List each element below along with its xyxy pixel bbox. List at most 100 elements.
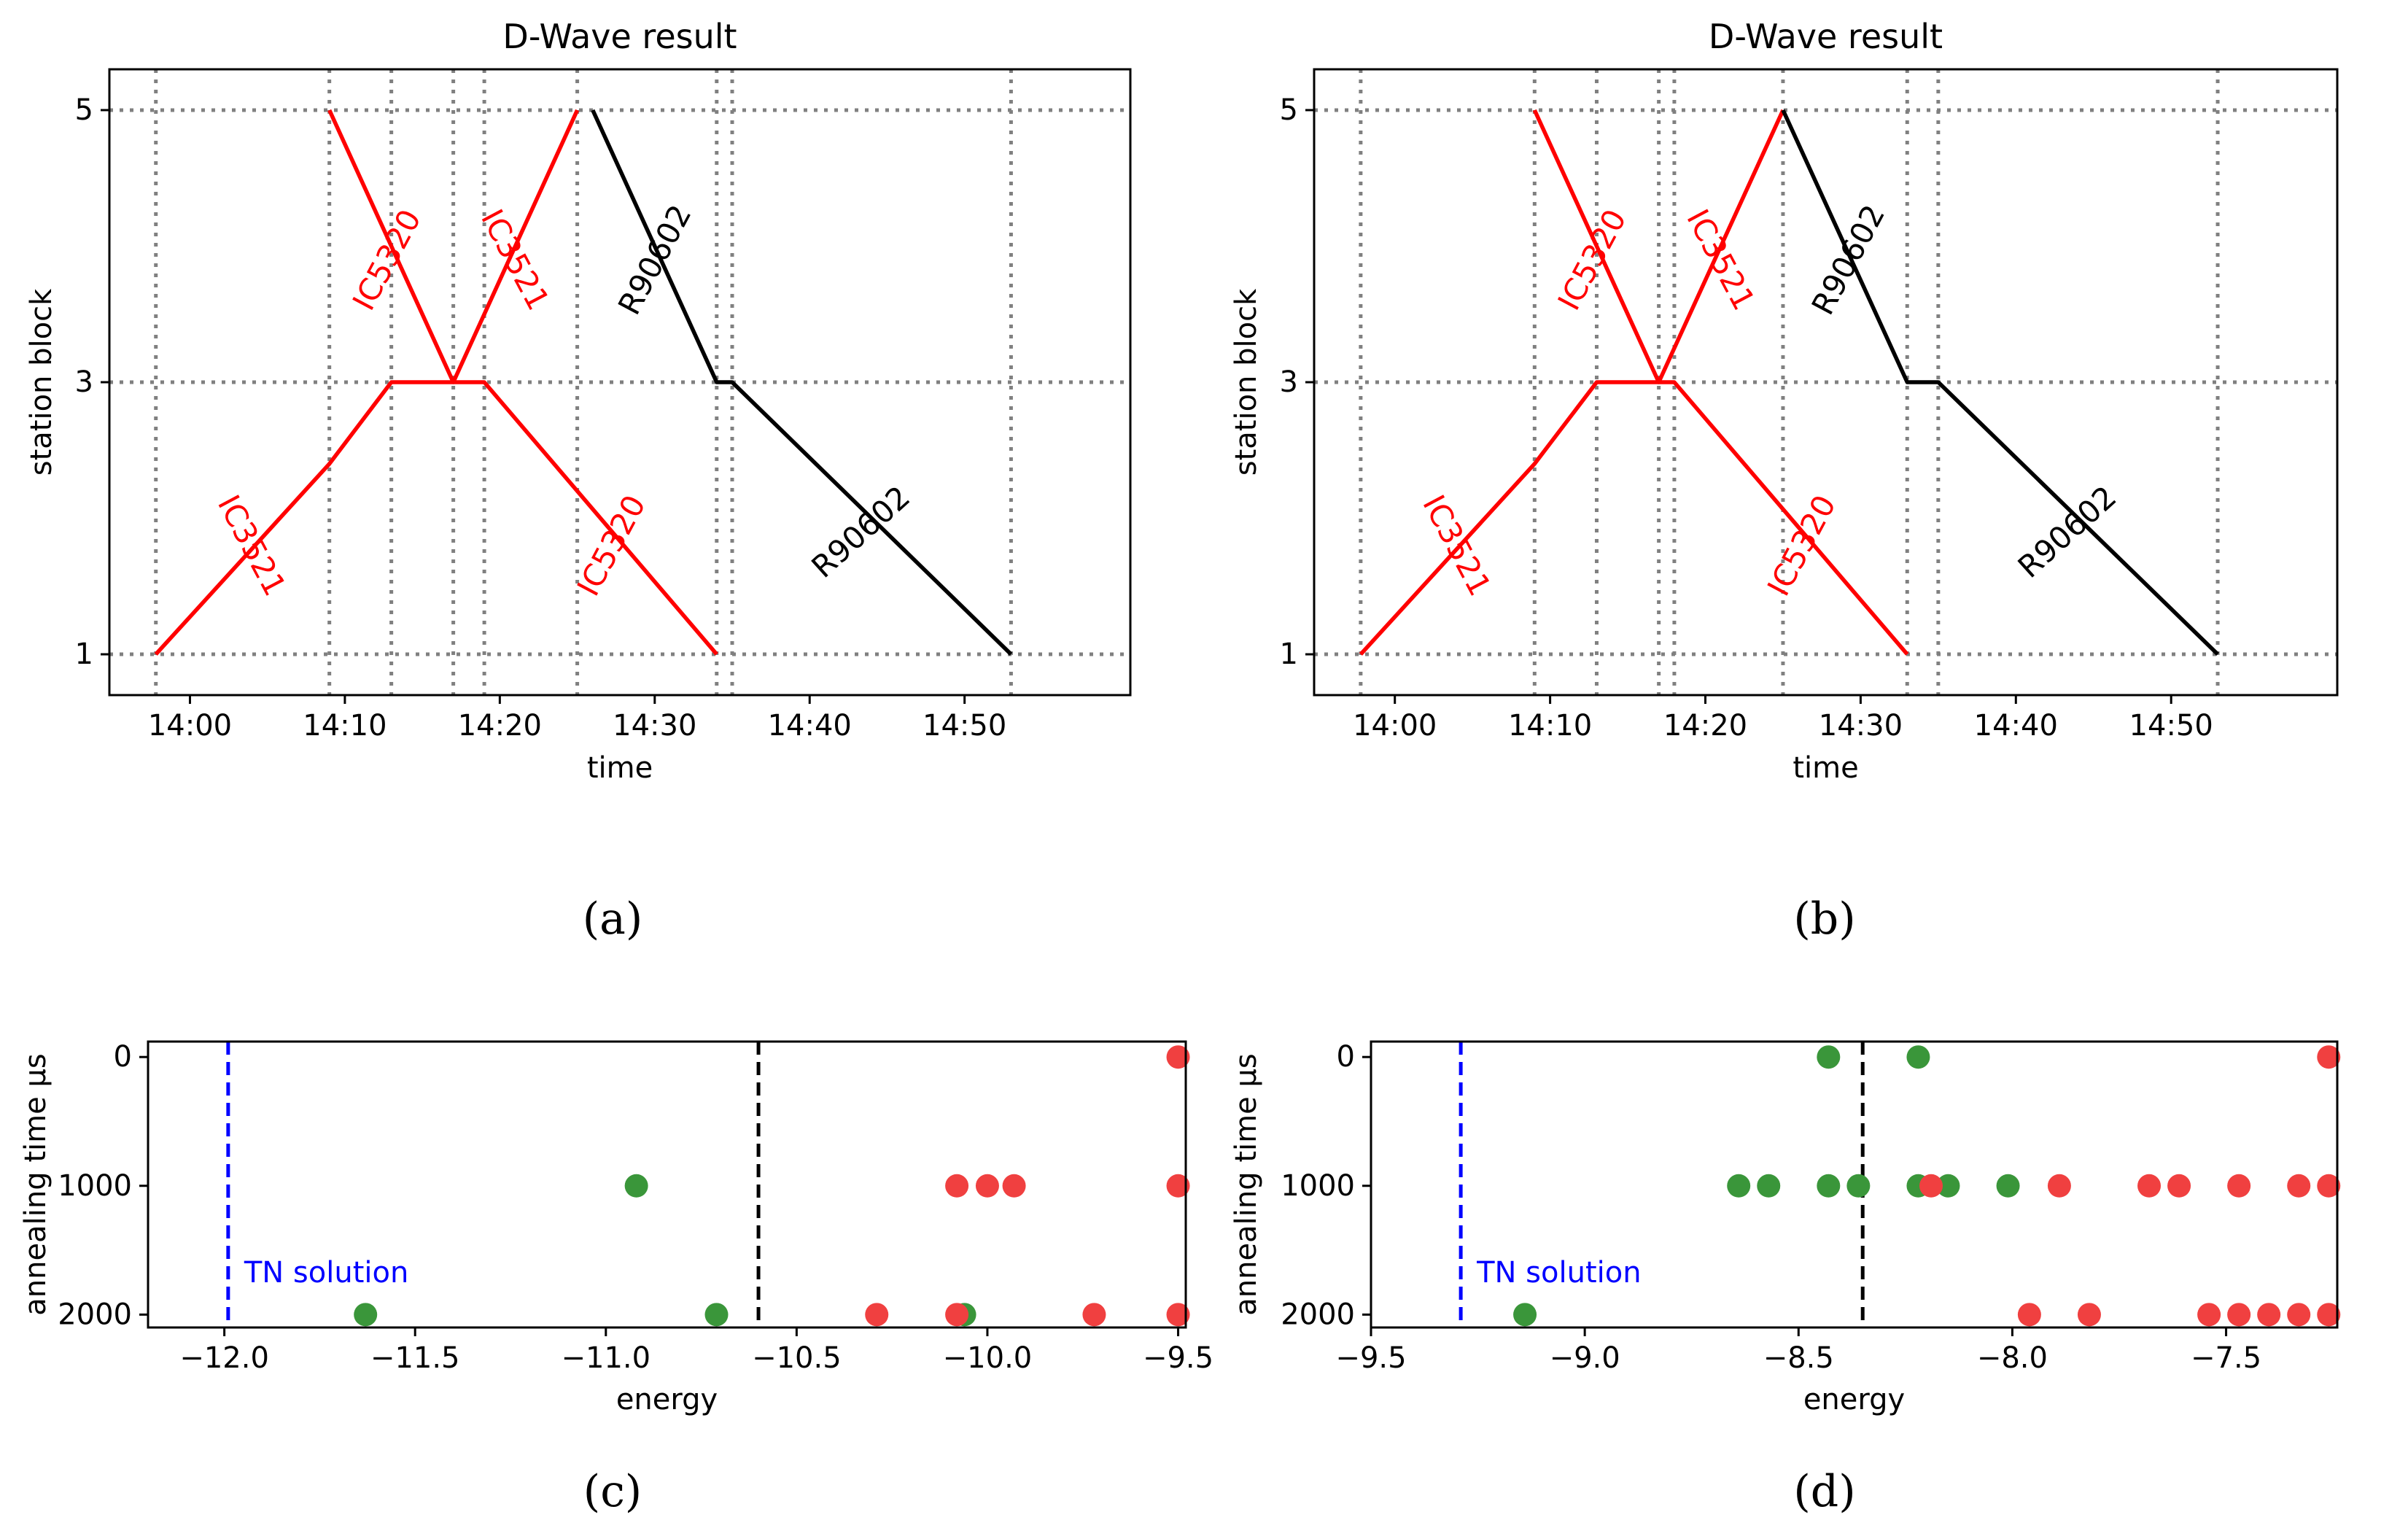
point-green — [1936, 1174, 1960, 1198]
y-tick-label: 1 — [75, 637, 93, 671]
point-red — [1166, 1174, 1190, 1198]
point-red — [2287, 1174, 2311, 1198]
x-tick-label: 14:50 — [923, 709, 1006, 743]
point-red — [2197, 1303, 2221, 1327]
x-tick-label: 14:10 — [303, 709, 387, 743]
train-path-ic3521 — [1359, 109, 1785, 656]
x-tick-label: −8.5 — [1763, 1341, 1834, 1375]
point-green — [1906, 1045, 1930, 1069]
x-tick-label: −8.0 — [1977, 1341, 2048, 1375]
x-tick-label: −10.5 — [752, 1341, 842, 1375]
x-axis-label: time — [587, 751, 653, 785]
point-red — [2047, 1174, 2071, 1198]
x-tick-label: 14:20 — [1663, 709, 1747, 743]
point-green — [1817, 1174, 1841, 1198]
point-red — [2137, 1174, 2162, 1198]
train-label: R90602 — [804, 478, 917, 584]
subfigure-caption: (b) — [1793, 893, 1855, 945]
train-label: R90602 — [2011, 479, 2124, 585]
point-green — [1996, 1174, 2020, 1198]
x-tick-label: 14:50 — [2129, 709, 2213, 743]
train-label: R90602 — [611, 199, 699, 321]
y-tick-label: 0 — [1337, 1040, 1355, 1074]
x-axis-label: energy — [1803, 1383, 1905, 1416]
y-axis-label: annealing time μs — [19, 1053, 53, 1315]
point-red — [1082, 1303, 1106, 1327]
point-red — [2257, 1303, 2281, 1327]
train-label: IC5320 — [1760, 489, 1843, 602]
subfigure-caption: (c) — [583, 1466, 642, 1517]
x-tick-label: 14:10 — [1508, 709, 1592, 743]
train-label: R90602 — [1805, 199, 1892, 321]
x-tick-label: −12.0 — [179, 1341, 269, 1375]
x-axis-label: time — [1793, 751, 1858, 785]
point-red — [1919, 1174, 1943, 1198]
x-tick-label: 14:00 — [1353, 709, 1437, 743]
y-tick-label: 5 — [1280, 93, 1298, 127]
x-tick-label: 14:40 — [768, 709, 852, 743]
x-tick-label: −11.5 — [370, 1341, 460, 1375]
x-axis-label: energy — [616, 1383, 718, 1416]
y-tick-label: 0 — [114, 1040, 132, 1074]
x-tick-label: −9.5 — [1143, 1341, 1213, 1375]
x-tick-label: 14:40 — [1974, 709, 2058, 743]
x-tick-label: 14:30 — [613, 709, 696, 743]
point-green — [624, 1174, 648, 1198]
point-red — [2077, 1303, 2101, 1327]
subfigure-caption: (a) — [583, 893, 643, 945]
y-tick-label: 3 — [1280, 365, 1298, 399]
train-path-r90602 — [591, 109, 1013, 656]
train-label: IC3521 — [474, 203, 556, 316]
y-tick-label: 5 — [75, 93, 93, 127]
x-tick-label: 14:30 — [1819, 709, 1903, 743]
x-tick-label: −10.0 — [943, 1341, 1033, 1375]
y-tick-label: 1000 — [1281, 1169, 1355, 1203]
x-tick-label: 14:20 — [458, 709, 542, 743]
point-red — [2227, 1303, 2251, 1327]
train-path-ic5320 — [327, 109, 718, 656]
train-path-r90602 — [1781, 109, 2220, 656]
train-label: IC3521 — [1679, 203, 1762, 316]
chart-d: TN solution −9.5 −9.0 −8.5 −8.0 −7.5 0 1000 2000… — [1230, 1040, 2341, 1517]
train-path-ic5320 — [1532, 109, 1909, 656]
point-red — [2317, 1303, 2341, 1327]
x-tick-label: −7.5 — [2191, 1341, 2261, 1375]
point-green — [1757, 1174, 1781, 1198]
point-red — [1166, 1045, 1190, 1069]
point-red — [2167, 1174, 2191, 1198]
x-tick-label: −9.5 — [1335, 1341, 1406, 1375]
point-red — [1002, 1174, 1026, 1198]
y-tick-label: 2000 — [58, 1298, 132, 1331]
point-red — [2017, 1303, 2041, 1327]
point-green — [1513, 1303, 1537, 1327]
y-tick-label: 1 — [1280, 637, 1298, 671]
chart-c: TN solution −12.0 −11.5 −11.0 −10.5 −10.0 −9.5… — [19, 1040, 1213, 1517]
subfigure-caption: (d) — [1793, 1466, 1855, 1517]
tn-solution-label: TN solution — [244, 1256, 408, 1290]
chart-title: D-Wave result — [1709, 17, 1943, 56]
point-green — [354, 1303, 378, 1327]
point-red — [865, 1303, 889, 1327]
y-axis-label: station block — [1230, 288, 1263, 476]
x-tick-label: 14:00 — [148, 709, 232, 743]
train-label: IC3521 — [1415, 489, 1498, 602]
point-green — [1846, 1174, 1871, 1198]
train-label: IC5320 — [570, 489, 653, 602]
train-label: IC3521 — [211, 489, 293, 602]
point-red — [945, 1174, 969, 1198]
point-red — [2227, 1174, 2251, 1198]
x-tick-label: −11.0 — [562, 1341, 651, 1375]
point-green — [704, 1303, 729, 1327]
point-red — [2317, 1174, 2341, 1198]
y-axis-label: annealing time μs — [1230, 1053, 1263, 1315]
point-red — [975, 1174, 999, 1198]
chart-title: D-Wave result — [502, 17, 737, 56]
point-green — [1817, 1045, 1841, 1069]
point-red — [2287, 1303, 2311, 1327]
point-red — [945, 1303, 969, 1327]
y-tick-label: 3 — [75, 365, 93, 399]
y-axis-label: station block — [25, 288, 58, 476]
